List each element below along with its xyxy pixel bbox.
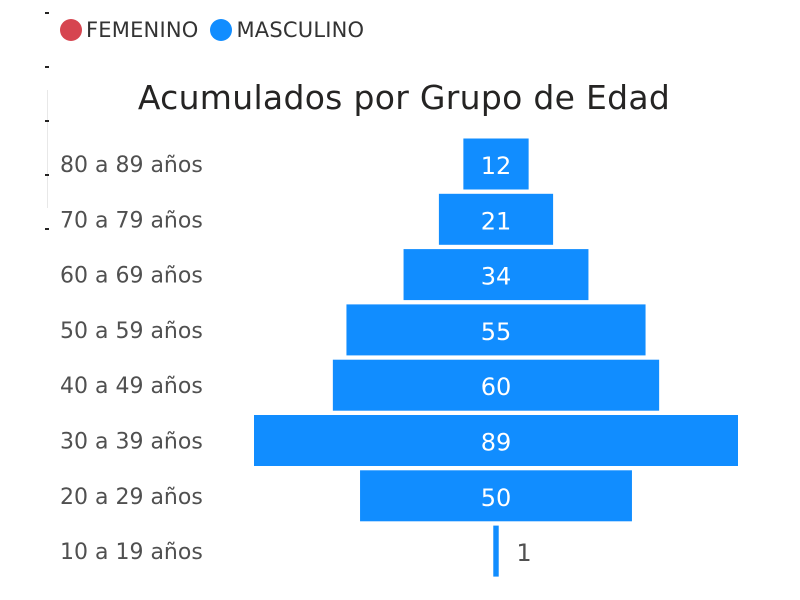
legend-item-femenino[interactable]: FEMENINO [60,18,198,42]
bar-20-a-29-años[interactable] [360,470,632,522]
data-label: 55 [481,318,512,346]
category-label: 70 a 79 años [60,208,203,233]
bar-50-a-59-años[interactable] [346,304,646,356]
left-tick-mark [45,12,49,14]
data-label: 50 [481,484,512,512]
data-label: 1 [516,539,531,567]
legend-label-masculino: MASCULINO [236,18,365,42]
left-tick-mark [45,174,49,176]
data-label: 21 [481,207,512,235]
category-label: 50 a 59 años [60,319,203,344]
chart-title: Acumulados por Grupo de Edad [137,78,671,117]
category-label: 30 a 39 años [60,430,203,455]
data-label: 12 [481,152,512,180]
legend-swatch-masculino [210,19,233,41]
category-label: 20 a 29 años [60,485,203,510]
bar-10-a-19-años[interactable] [493,525,499,577]
legend-label-femenino: FEMENINO [86,18,199,42]
legend: FEMENINO MASCULINO [60,18,364,42]
bar-80-a-89-años[interactable] [463,138,529,190]
left-divider-line [47,90,48,208]
category-label: 80 a 89 años [60,153,203,178]
bar-70-a-79-años[interactable] [438,193,554,245]
left-tick-mark [45,120,49,122]
data-label: 89 [481,429,512,457]
legend-swatch-femenino [60,19,82,41]
bar-40-a-49-años[interactable] [332,359,660,411]
legend-item-masculino[interactable]: MASCULINO [210,18,364,42]
left-tick-mark [45,66,49,68]
left-tick-mark [45,228,49,230]
bar-30-a-39-años[interactable] [254,415,738,466]
category-label: 60 a 69 años [60,264,203,289]
data-label: 60 [481,373,512,401]
category-label: 40 a 49 años [60,374,203,399]
data-label: 34 [481,263,512,291]
category-label: 10 a 19 años [60,540,203,565]
bar-60-a-69-años[interactable] [403,249,589,301]
